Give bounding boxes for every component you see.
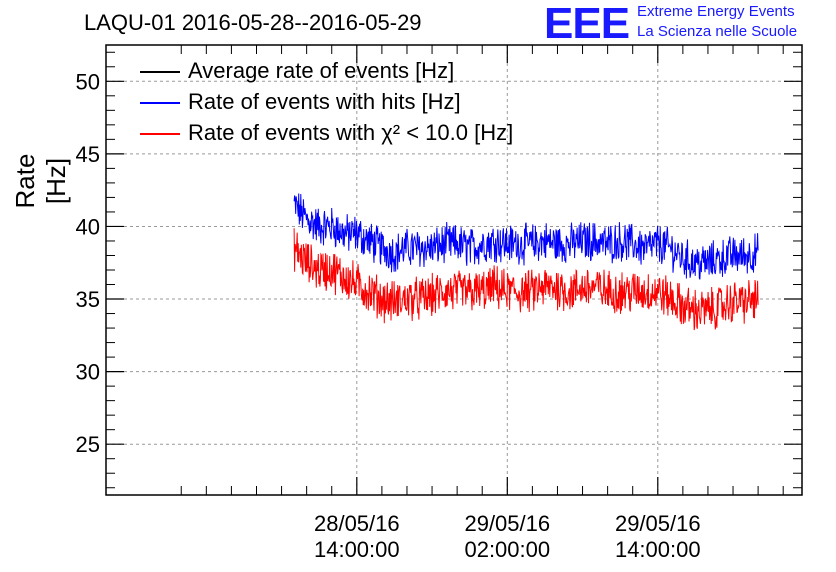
x-tick-label-time: 14:00:00	[615, 537, 701, 562]
y-tick-label: 40	[76, 214, 100, 239]
x-tick-label-time: 14:00:00	[314, 537, 400, 562]
y-tick-label: 35	[76, 287, 100, 312]
series-line-hits	[293, 193, 759, 280]
x-tick-label-date: 29/05/16	[464, 511, 550, 536]
logo-line-1: Extreme Energy Events	[637, 3, 795, 20]
series-group	[293, 193, 759, 331]
chart-title: LAQU-01 2016-05-28--2016-05-29	[84, 10, 422, 35]
x-tick-label-time: 02:00:00	[464, 537, 550, 562]
x-tick-label-date: 28/05/16	[314, 511, 400, 536]
y-axis-title: Rate [Hz]	[10, 153, 71, 209]
eee-logo: EEE	[544, 0, 630, 48]
y-tick-label: 45	[76, 142, 100, 167]
legend-label-chi2: Rate of events with χ² < 10.0 [Hz]	[188, 120, 514, 145]
series-line-chi2	[293, 228, 759, 331]
axis-ticks	[106, 45, 802, 495]
y-tick-labels: 25 30 35 40 45 50	[76, 69, 100, 457]
logo-line-2: La Scienza nelle Scuole	[637, 23, 798, 40]
y-tick-label: 25	[76, 432, 100, 457]
x-tick-label-date: 29/05/16	[615, 511, 701, 536]
legend-label-average: Average rate of events [Hz]	[188, 58, 455, 83]
legend-swatch-chi2	[140, 133, 180, 135]
x-tick-labels: 28/05/1614:00:0029/05/1602:00:0029/05/16…	[314, 511, 701, 562]
legend-swatch-average	[140, 71, 180, 73]
legend-swatch-hits	[140, 102, 180, 104]
y-tick-label: 50	[76, 69, 100, 94]
legend-label-hits: Rate of events with hits [Hz]	[188, 89, 461, 114]
y-tick-label: 30	[76, 360, 100, 385]
